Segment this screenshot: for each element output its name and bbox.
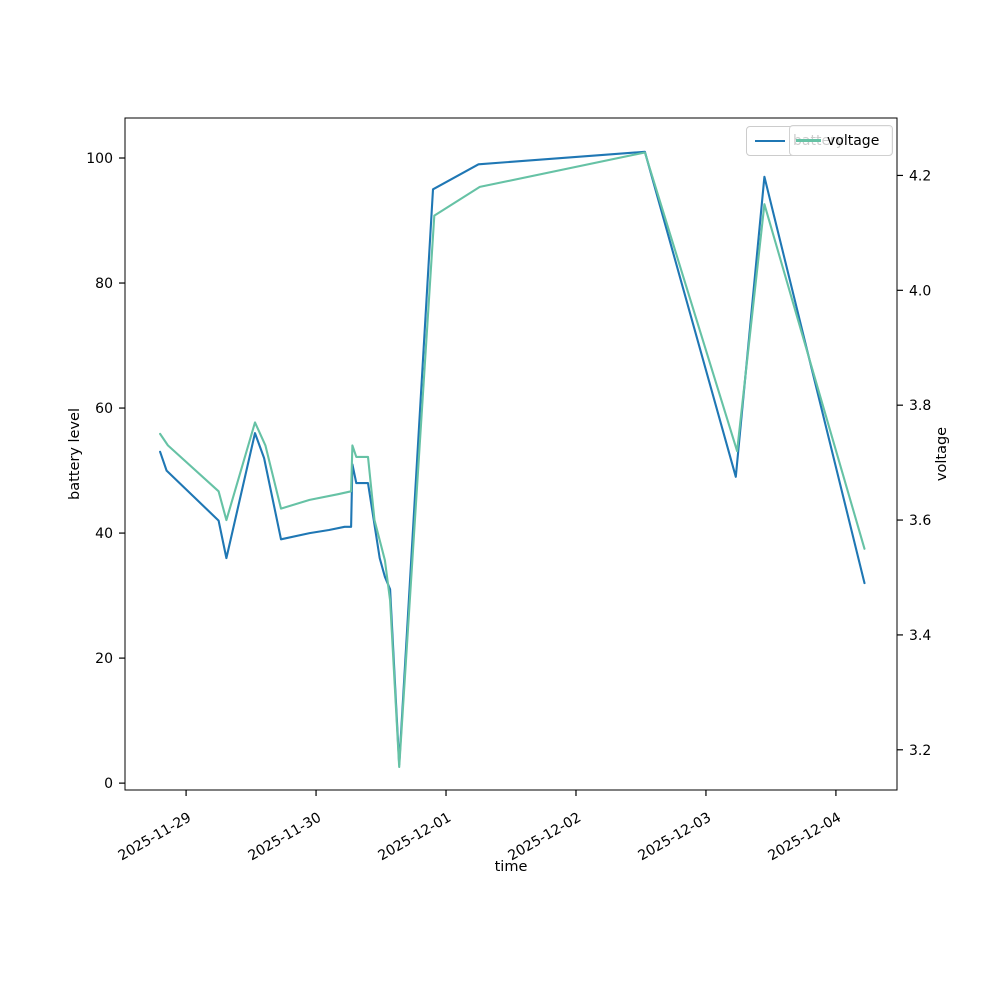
x-tick-label: 2025-12-02 [506, 810, 584, 865]
y-left-tick-label: 100 [86, 151, 113, 167]
x-tick-label: 2025-12-01 [376, 810, 454, 865]
x-tick-label: 2025-12-03 [635, 810, 713, 865]
legend-voltage: voltage [789, 125, 893, 156]
y-axis-label-right: voltage [934, 426, 950, 482]
y-left-tick-label: 60 [95, 401, 113, 417]
x-tick-label: 2025-12-04 [765, 810, 844, 865]
y-left-tick-label: 0 [104, 776, 113, 792]
y-right-tick-label: 4.0 [909, 283, 931, 299]
x-axis: 2025-11-29 2025-11-30 2025-12-01 2025-12-02… [116, 790, 844, 864]
y-axis-label-left: battery level [67, 407, 83, 501]
voltage-series-swatch [796, 139, 821, 142]
y-axis-right: 3.2 3.4 3.6 3.8 4.0 4.2 [897, 168, 931, 759]
y-right-tick-label: 3.2 [909, 743, 931, 759]
plot-border [124, 117, 898, 791]
x-tick-label: 2025-11-29 [116, 810, 194, 865]
y-axis-left: 0 20 40 60 80 100 [86, 151, 125, 792]
x-tick-label: 2025-11-30 [246, 810, 324, 865]
y-left-tick-label: 40 [95, 526, 113, 542]
battery-line [159, 150, 866, 766]
legend-voltage-label: voltage [827, 132, 880, 149]
y-left-tick-label: 20 [95, 651, 113, 667]
x-axis-label: time [494, 859, 528, 875]
y-left-tick-label: 80 [95, 276, 113, 292]
y-right-tick-label: 4.2 [909, 168, 931, 184]
y-right-tick-label: 3.6 [909, 513, 931, 529]
y-right-tick-label: 3.4 [909, 628, 931, 644]
battery-series-swatch [755, 139, 785, 143]
y-right-tick-label: 3.8 [909, 398, 931, 414]
voltage-line [159, 151, 866, 769]
